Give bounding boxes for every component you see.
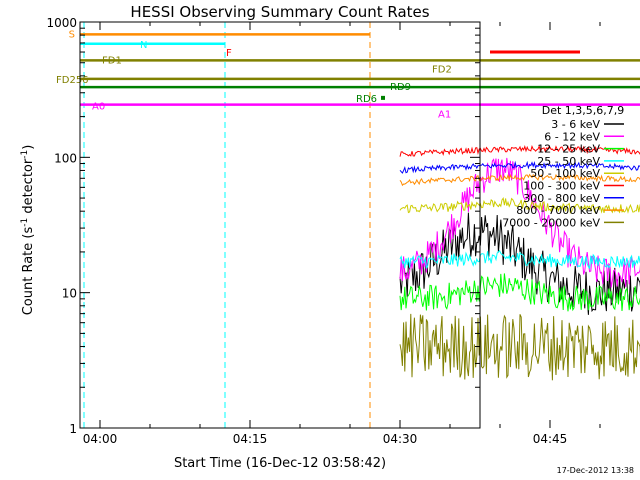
legend-entry: 6 - 12 keV: [544, 130, 600, 143]
x-tick-label: 04:00: [83, 432, 118, 446]
flag-label-fd256: FD256: [56, 75, 89, 86]
series-line: [399, 273, 640, 312]
series-line: [399, 313, 640, 381]
y-axis-label-sup-2: -1: [20, 150, 30, 159]
flag-label-fd1: FD1: [102, 55, 122, 66]
y-axis-label-mid: detector: [21, 158, 36, 218]
series-line: [399, 197, 640, 214]
y-tick-label: 1000: [46, 16, 77, 30]
flag-label-n: N: [140, 40, 147, 51]
y-axis-label-close: ): [21, 145, 36, 150]
series-lines: [399, 144, 640, 381]
flag-label-a0: A0: [92, 102, 105, 113]
series-line: [399, 173, 640, 187]
series-line: [399, 212, 640, 315]
flag-label-rd6: RD6: [356, 94, 377, 105]
legend-entry: 50 - 100 keV: [530, 167, 600, 180]
flag-label-a1: A1: [438, 110, 451, 121]
series-line: [399, 249, 640, 270]
timestamp: 17-Dec-2012 13:38: [557, 466, 634, 475]
flag-mark-rd6: [381, 95, 385, 100]
x-tick-label: 04:15: [233, 432, 268, 446]
legend-entry: 25 - 50 keV: [537, 155, 600, 168]
flag-label-s: S: [69, 29, 75, 40]
flag-label-rd9: RD9: [390, 82, 411, 93]
y-tick-label: 1: [69, 422, 77, 436]
legend-entry: 300 - 800 keV: [523, 192, 600, 205]
series-line: [399, 157, 640, 288]
x-tick-label: 04:30: [383, 432, 418, 446]
y-axis-label-main: Count Rate (s: [21, 227, 36, 316]
legend-title: Det 1,3,5,6,7,9: [542, 104, 625, 117]
series-line: [399, 160, 640, 174]
legend-entry: 7000 - 20000 keV: [502, 216, 600, 229]
x-tick-label: 04:45: [533, 432, 568, 446]
y-tick-label: 10: [62, 287, 77, 301]
x-axis-label: Start Time (16-Dec-12 03:58:42): [174, 456, 386, 471]
legend-entry: 12 - 25 keV: [537, 143, 600, 156]
y-axis-label: Count Rate (s-1 detector-1): [20, 145, 36, 316]
plot-frame: [79, 21, 481, 429]
legend-entry: 800 - 7000 keV: [516, 204, 600, 217]
flag-label-fd2: FD2: [432, 64, 452, 75]
y-axis-label-sup-1: -1: [20, 218, 30, 227]
flag-label-f: F: [226, 48, 232, 59]
flag-bars: S N FD1 FD256 RD9 RD6 A0 A1 FD2 F: [56, 22, 640, 428]
series-line: [399, 144, 640, 157]
legend-entry: 3 - 6 keV: [551, 118, 600, 131]
legend-entry: 100 - 300 keV: [523, 180, 600, 193]
axes: 04:0004:1504:3004:4505:0005:1505:3011010…: [46, 16, 601, 446]
y-tick-label: 100: [54, 151, 77, 165]
chart-title: HESSI Observing Summary Count Rates: [130, 3, 429, 21]
